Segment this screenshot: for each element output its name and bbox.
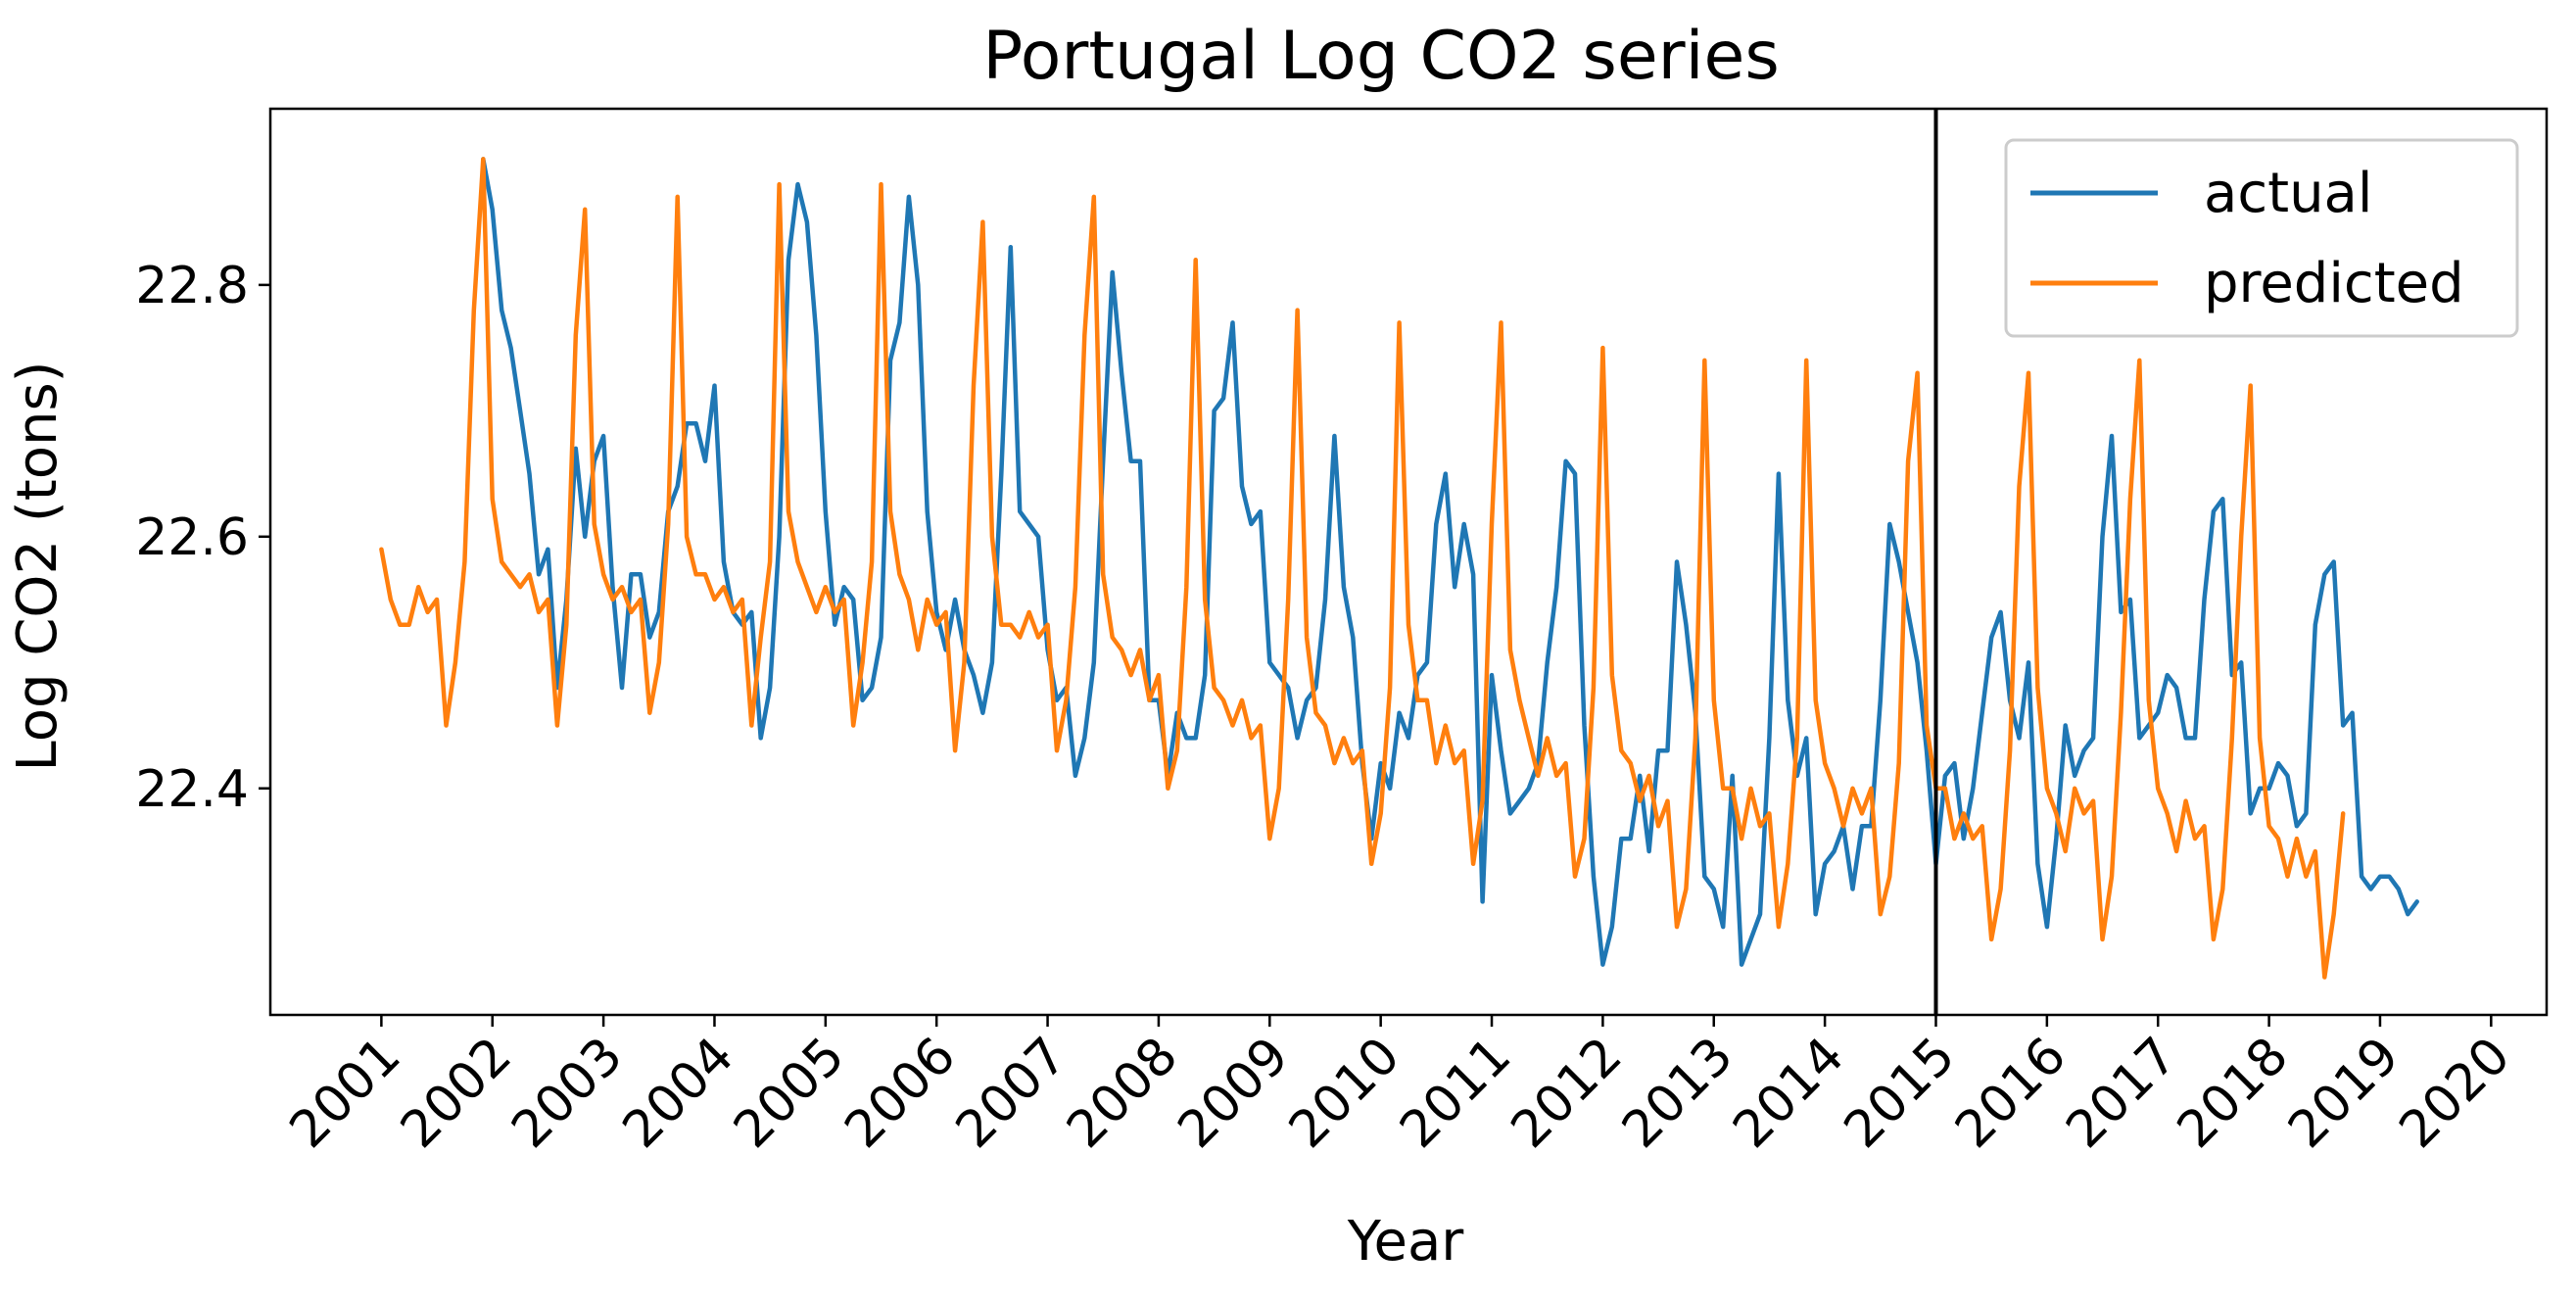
x-tick-label: 2005 [723, 1027, 856, 1160]
x-tick-label: 2012 [1501, 1027, 1634, 1160]
y-tick-label: 22.4 [135, 760, 249, 819]
series-line-predicted [379, 157, 2346, 980]
legend-label-actual: actual [2204, 162, 2372, 225]
plot-frame [268, 107, 2549, 1017]
x-tick-label: 2004 [612, 1027, 745, 1160]
x-tick-label: 2008 [1056, 1027, 1189, 1160]
x-tick-label: 2002 [390, 1027, 523, 1160]
x-tick-label: 2017 [2055, 1027, 2188, 1160]
x-tick-label: 2013 [1611, 1027, 1744, 1160]
x-tick-label: 2014 [1722, 1027, 1855, 1160]
y-tick-label: 22.8 [135, 257, 249, 315]
legend-label-predicted: predicted [2204, 252, 2464, 315]
x-tick-label: 2016 [1944, 1027, 2077, 1160]
legend-box [2004, 138, 2519, 338]
x-tick-label: 2015 [1834, 1027, 1967, 1160]
x-tick-label: 2009 [1167, 1027, 1300, 1160]
series-layer [379, 157, 2419, 980]
x-tick-label: 2001 [279, 1027, 412, 1160]
x-axis-label: Year [1347, 1210, 1465, 1274]
x-tick-label: 2003 [501, 1027, 634, 1160]
x-tick-label: 2011 [1389, 1027, 1522, 1160]
series-line-actual [481, 157, 2419, 967]
x-tick-label: 2006 [834, 1027, 967, 1160]
chart-title: Portugal Log CO2 series [982, 18, 1780, 95]
x-tick-label: 2007 [945, 1027, 1078, 1160]
x-tick-label: 2018 [2167, 1027, 2300, 1160]
y-axis-label: Log CO2 (tons) [6, 361, 70, 771]
y-tick-label: 22.6 [135, 508, 249, 567]
x-tick-label: 2020 [2388, 1027, 2521, 1160]
legend: actual predicted [2004, 138, 2519, 338]
x-tick-label: 2010 [1278, 1027, 1411, 1160]
x-tick-label: 2019 [2277, 1027, 2410, 1160]
